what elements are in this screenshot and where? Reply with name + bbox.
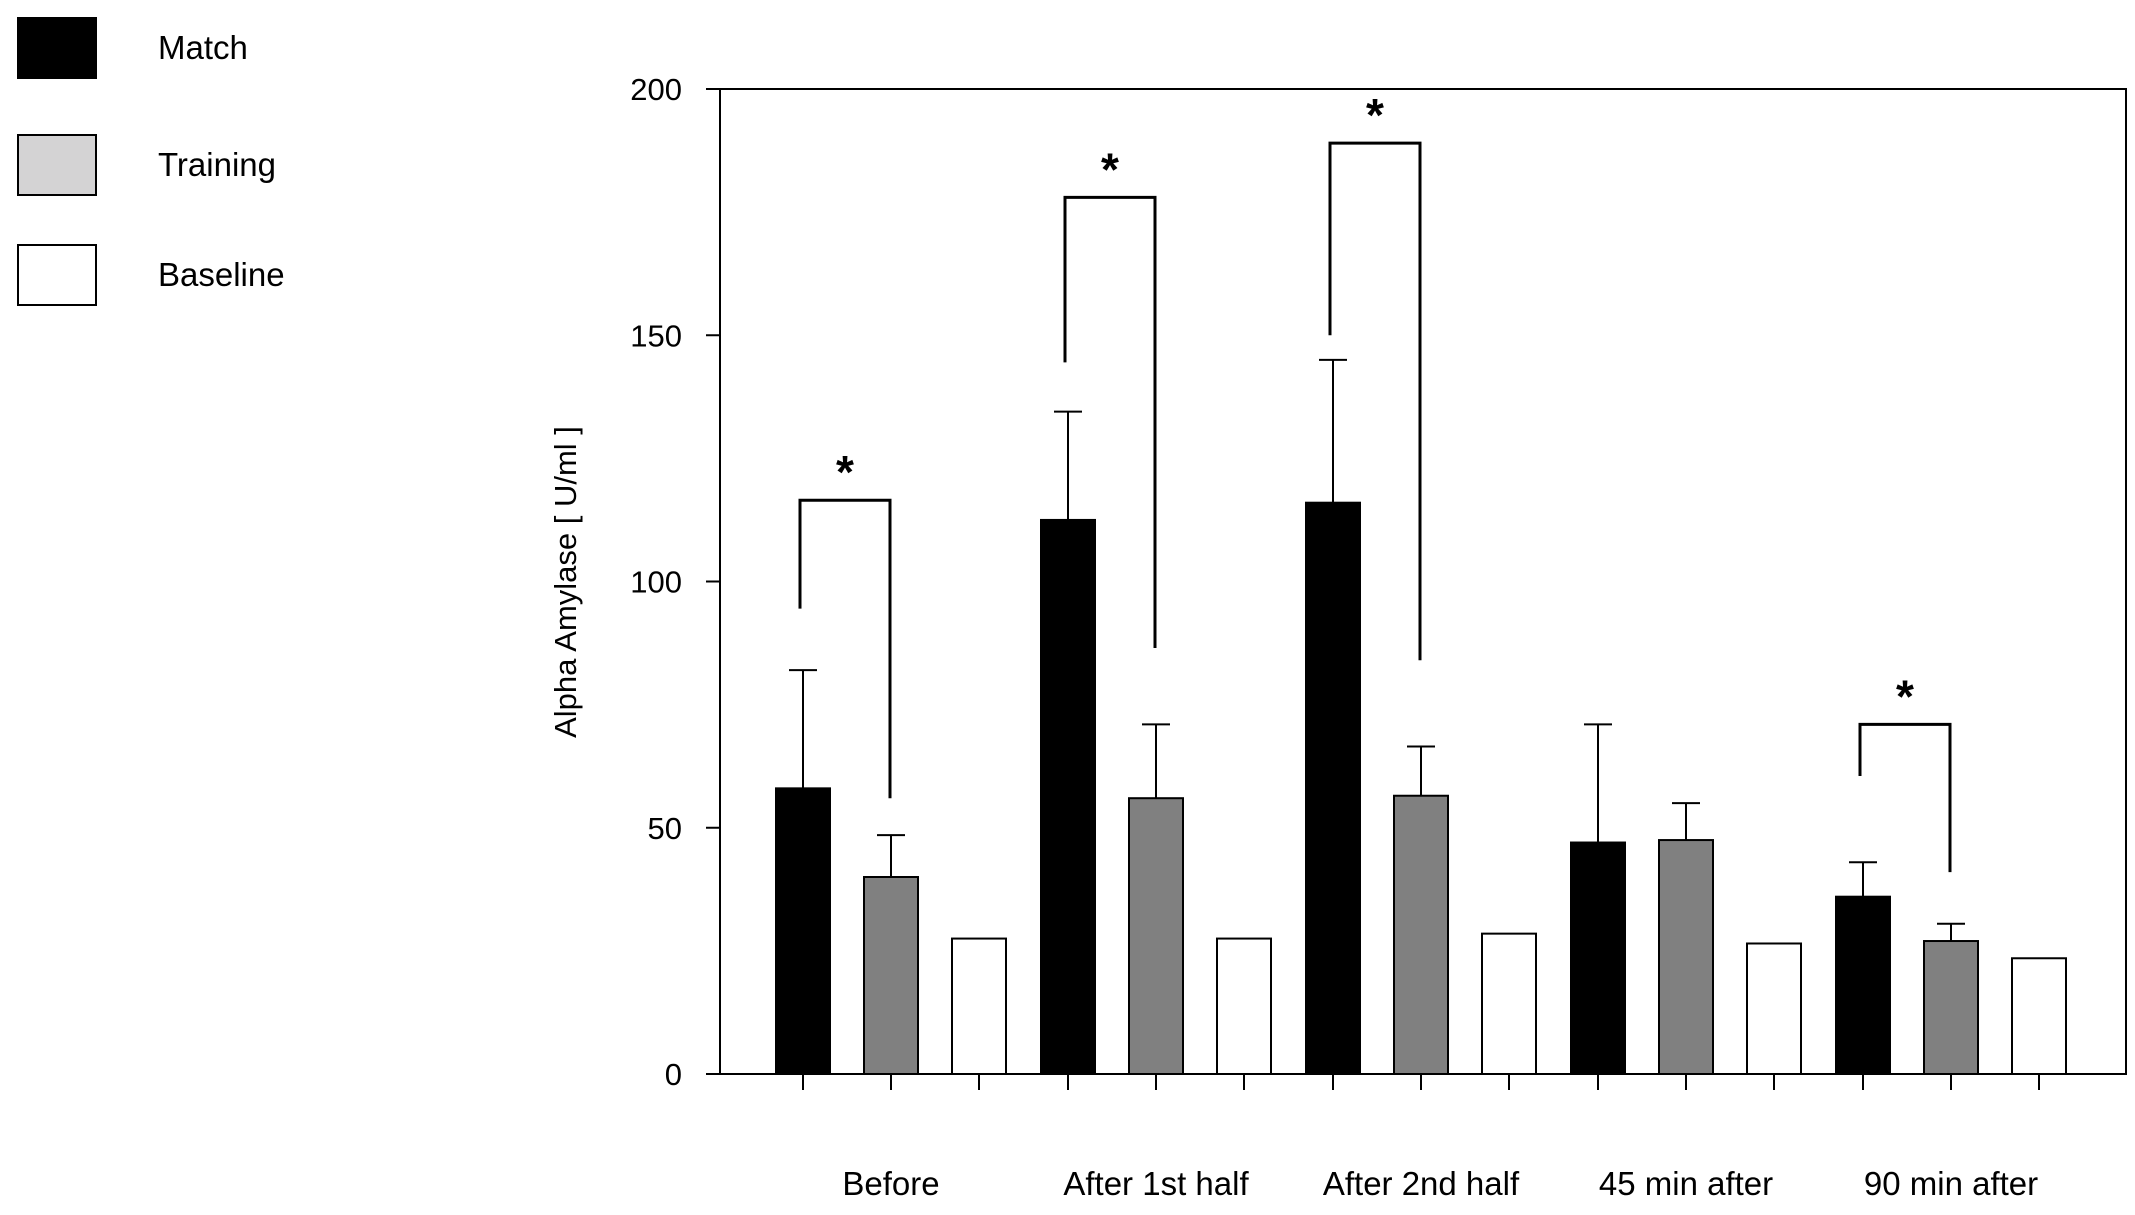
x-category-label-90-min-after: 90 min after bbox=[1864, 1165, 2038, 1202]
significance-bracket-90-min-after bbox=[1858, 722, 1952, 873]
legend-label-match: Match bbox=[158, 29, 248, 66]
bar-training-before bbox=[863, 876, 919, 1075]
bar-match-after-1st-half bbox=[1040, 518, 1096, 1075]
legend-swatch-training bbox=[17, 134, 97, 196]
bar-baseline-90-min-after bbox=[2011, 957, 2067, 1076]
x-axis: Before After 1st half After 2nd half 45 min… bbox=[802, 1074, 2040, 1202]
legend-swatch-match bbox=[17, 17, 97, 79]
y-tick-label: 50 bbox=[648, 811, 682, 846]
bar-training-45-min-after bbox=[1658, 839, 1714, 1075]
bar-baseline-before bbox=[951, 937, 1007, 1075]
significance-asterisk-after-1st-half: * bbox=[1101, 143, 1119, 195]
legend: Match Training Baseline bbox=[17, 17, 285, 306]
significance-bracket-after-1st-half bbox=[1063, 195, 1157, 648]
y-axis-label: Alpha Amylase [ U/ml ] bbox=[548, 426, 583, 738]
bar-baseline-45-min-after bbox=[1746, 942, 1802, 1075]
significance-markers: * * * * bbox=[798, 89, 1952, 873]
significance-asterisk-90-min-after: * bbox=[1896, 670, 1914, 722]
significance-bracket-after-2nd-half bbox=[1328, 141, 1422, 661]
bar-training-90-min-after bbox=[1923, 940, 1979, 1076]
x-category-label-after-1st-half: After 1st half bbox=[1063, 1165, 1249, 1202]
legend-label-baseline: Baseline bbox=[158, 256, 285, 293]
y-axis: 0 50 100 150 200 bbox=[630, 72, 720, 1092]
bar-training-after-2nd-half bbox=[1393, 794, 1449, 1075]
bar-match-45-min-after bbox=[1570, 841, 1626, 1076]
bar-baseline-after-1st-half bbox=[1216, 937, 1272, 1075]
y-tick-label: 150 bbox=[630, 318, 682, 353]
x-category-label-before: Before bbox=[842, 1165, 939, 1202]
bar-match-after-2nd-half bbox=[1305, 501, 1361, 1075]
y-tick-label: 200 bbox=[630, 72, 682, 107]
significance-bracket-before bbox=[798, 498, 892, 799]
legend-swatch-baseline bbox=[17, 244, 97, 306]
y-tick-label: 100 bbox=[630, 565, 682, 600]
significance-asterisk-after-2nd-half: * bbox=[1366, 89, 1384, 141]
x-category-label-45-min-after: 45 min after bbox=[1599, 1165, 1773, 1202]
bar-match-90-min-after bbox=[1835, 895, 1891, 1076]
bar-baseline-after-2nd-half bbox=[1481, 932, 1537, 1076]
bar-training-after-1st-half bbox=[1128, 797, 1184, 1075]
bar-match-before bbox=[775, 787, 831, 1075]
bars bbox=[775, 358, 2067, 1076]
y-tick-label: 0 bbox=[665, 1057, 682, 1092]
legend-label-training: Training bbox=[158, 146, 276, 183]
significance-asterisk-before: * bbox=[836, 446, 854, 498]
x-category-label-after-2nd-half: After 2nd half bbox=[1323, 1165, 1520, 1202]
